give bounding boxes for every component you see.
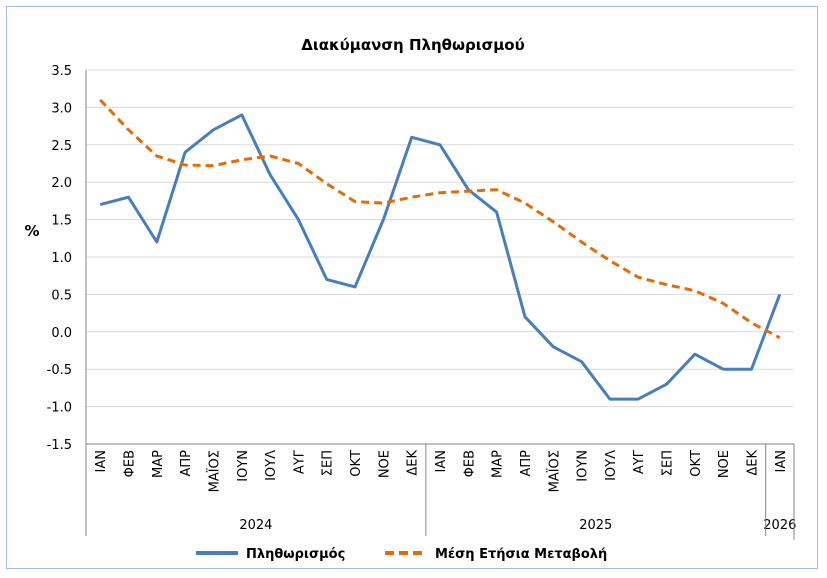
x-tick-label: ΣΕΠ bbox=[321, 450, 336, 476]
x-tick-label: ΑΥΓ bbox=[292, 449, 307, 474]
y-tick-label: 3.5 bbox=[51, 64, 72, 79]
x-tick-label: ΙΟΥΛ bbox=[264, 450, 279, 481]
y-tick-label: 0.5 bbox=[51, 288, 72, 303]
y-tick-label: -1.0 bbox=[47, 401, 72, 416]
y-tick-label: -1.5 bbox=[47, 438, 72, 453]
legend-label: Μέση Ετήσια Μεταβολή bbox=[435, 547, 607, 562]
year-label: 2025 bbox=[579, 518, 612, 533]
x-tick-label: ΙΑΝ bbox=[774, 450, 789, 472]
series-line-0 bbox=[99, 113, 782, 401]
y-tick-label: 2.0 bbox=[51, 176, 72, 191]
series-line-1 bbox=[99, 98, 781, 340]
x-tick-label: ΟΚΤ bbox=[349, 450, 364, 477]
x-tick-label: ΟΚΤ bbox=[689, 450, 704, 477]
x-tick-label: ΜΑΪΟΣ bbox=[206, 450, 222, 492]
legend-label: Πληθωρισμός bbox=[246, 547, 345, 562]
x-tick-label: ΝΟΕ bbox=[377, 450, 392, 478]
x-tick-label: ΦΕΒ bbox=[462, 450, 477, 477]
x-tick-label: ΔΕΚ bbox=[746, 450, 761, 476]
year-label: 2026 bbox=[763, 518, 796, 533]
x-tick-label: ΣΕΠ bbox=[661, 450, 676, 476]
x-tick-label: ΙΟΥΛ bbox=[604, 450, 619, 481]
y-axis-label: % bbox=[24, 222, 39, 240]
x-tick-label: ΜΑΡ bbox=[491, 450, 506, 478]
x-tick-label: ΑΠΡ bbox=[519, 450, 534, 477]
y-tick-label: 1.5 bbox=[51, 214, 72, 229]
x-tick-label: ΙΑΝ bbox=[434, 450, 449, 472]
y-tick-label: 2.5 bbox=[51, 139, 72, 154]
chart-title: Διακύμανση Πληθωρισμού bbox=[301, 36, 525, 54]
y-tick-label: 0.0 bbox=[51, 326, 72, 341]
x-tick-label: ΑΠΡ bbox=[179, 450, 194, 477]
y-tick-label: 1.0 bbox=[51, 251, 72, 266]
y-tick-label: -0.5 bbox=[47, 363, 72, 378]
year-label: 2024 bbox=[239, 518, 272, 533]
x-tick-label: ΦΕΒ bbox=[122, 450, 137, 477]
x-tick-label: ΜΑΡ bbox=[151, 450, 166, 478]
x-tick-label: ΝΟΕ bbox=[717, 450, 732, 478]
x-tick-label: ΙΟΥΝ bbox=[236, 450, 251, 482]
x-tick-label: ΜΑΪΟΣ bbox=[546, 450, 562, 492]
x-tick-label: ΔΕΚ bbox=[406, 450, 421, 476]
x-tick-label: ΙΑΝ bbox=[94, 450, 109, 472]
chart-frame bbox=[6, 6, 818, 569]
y-tick-label: 3.0 bbox=[51, 101, 72, 116]
x-tick-label: ΑΥΓ bbox=[632, 449, 647, 474]
x-tick-label: ΙΟΥΝ bbox=[576, 450, 591, 482]
